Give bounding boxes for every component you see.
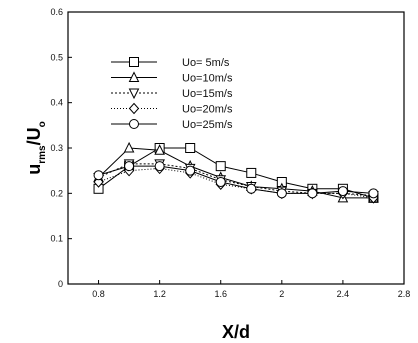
data-point xyxy=(185,165,196,176)
legend-label: Uo=10m/s xyxy=(182,73,233,85)
data-point xyxy=(246,183,257,194)
series-line xyxy=(98,147,374,199)
y-axis-title-sub: rms xyxy=(37,145,48,164)
series-line xyxy=(98,147,374,199)
series-2 xyxy=(93,141,379,203)
data-point xyxy=(93,170,104,181)
x-tick-label: 2.4 xyxy=(337,289,350,299)
data-point xyxy=(215,161,226,172)
legend-item: Uo=10m/s xyxy=(111,71,233,85)
data-point xyxy=(276,188,287,199)
y-tick-label: 0.3 xyxy=(50,143,63,153)
x-tick-label: 0.8 xyxy=(92,289,105,299)
axis-ticks: 0.8 1.2 1.6 2 2.4 2.8 0 0.1 0.2 0.3 0.4 0.5 0.6 xyxy=(50,7,410,299)
series-line xyxy=(98,163,374,197)
y-axis-title-sub2: o xyxy=(37,121,48,127)
legend: Uo= 5m/s Uo=10m/s Uo=15m/s Uo=20m/s Uo=25m/s xyxy=(111,57,233,131)
y-tick-label: 0 xyxy=(58,279,63,289)
legend-marker xyxy=(128,71,140,82)
legend-label: Uo=20m/s xyxy=(182,104,233,116)
legend-item: Uo= 5m/s xyxy=(111,57,230,69)
data-point xyxy=(154,144,165,155)
data-point xyxy=(337,186,348,197)
x-tick-label: 1.2 xyxy=(153,289,166,299)
series-line xyxy=(98,165,374,194)
legend-label: Uo=15m/s xyxy=(182,88,233,100)
legend-marker xyxy=(129,119,139,129)
data-point xyxy=(368,188,379,199)
series-5 xyxy=(93,161,379,199)
y-tick-label: 0.6 xyxy=(50,7,63,17)
data-point xyxy=(185,143,196,153)
legend-marker xyxy=(129,57,139,67)
legend-marker xyxy=(128,88,140,100)
plot-frame xyxy=(67,11,405,285)
x-tick-label: 1.6 xyxy=(214,289,227,299)
legend-item: Uo=20m/s xyxy=(111,102,233,116)
y-axis-title-mid: /U xyxy=(24,127,44,145)
legend-marker xyxy=(128,102,140,115)
data-point xyxy=(215,177,226,187)
legend-label: Uo=25m/s xyxy=(182,119,233,131)
series-1 xyxy=(93,143,379,203)
y-tick-label: 0.2 xyxy=(50,188,63,198)
x-axis-title: X/d xyxy=(222,322,250,342)
data-point xyxy=(246,167,257,178)
x-tick-label: 2 xyxy=(279,289,284,299)
y-tick-label: 0.1 xyxy=(50,234,63,244)
x-tick-label: 2.8 xyxy=(398,289,411,299)
legend-item: Uo=25m/s xyxy=(111,119,233,131)
legend-item: Uo=15m/s xyxy=(111,88,233,100)
y-tick-label: 0.5 xyxy=(50,52,63,62)
series-line xyxy=(98,167,374,199)
y-tick-label: 0.4 xyxy=(50,98,63,108)
y-axis-title-main: u xyxy=(24,164,44,175)
data-point xyxy=(124,161,135,172)
legend-label: Uo= 5m/s xyxy=(182,57,230,69)
y-axis-title: urms/Uo xyxy=(24,121,48,174)
series-layer xyxy=(93,141,379,204)
data-point xyxy=(154,161,165,172)
data-point xyxy=(307,188,318,199)
data-point xyxy=(123,141,135,153)
